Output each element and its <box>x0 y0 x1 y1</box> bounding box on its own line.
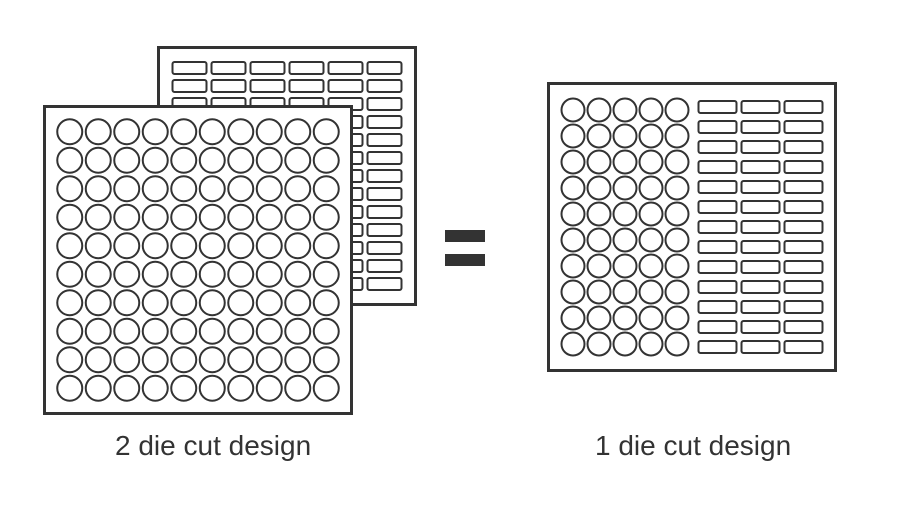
equals-bar-top <box>445 230 485 242</box>
caption-right: 1 die cut design <box>595 430 791 462</box>
sheet-right-combined <box>547 82 837 372</box>
equals-sign <box>445 230 485 266</box>
caption-left: 2 die cut design <box>115 430 311 462</box>
equals-bar-bottom <box>445 254 485 266</box>
sheet-left-front <box>43 105 353 415</box>
